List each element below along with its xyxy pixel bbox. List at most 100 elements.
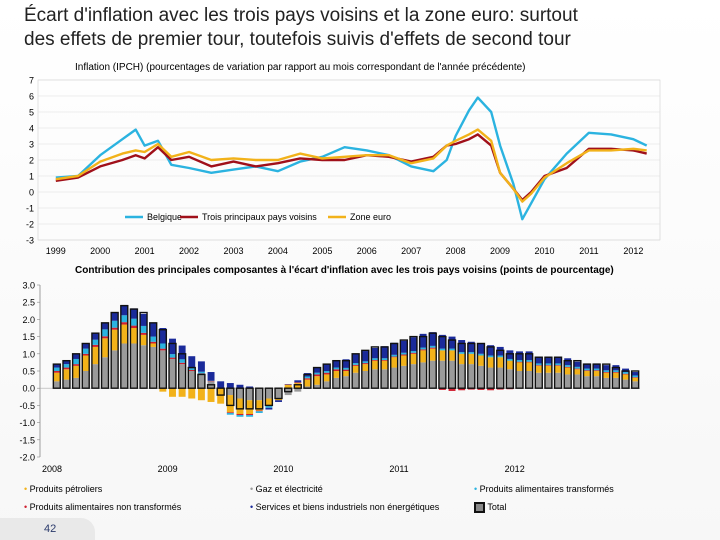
chart2-total-bar <box>409 335 418 389</box>
chart2-ytick-label: 1.0 <box>22 349 35 359</box>
slide-title: Écart d'inflation avec les trois pays vo… <box>24 4 704 52</box>
chart2-bar-segment <box>120 343 128 389</box>
chart2-bar-segment <box>631 381 639 389</box>
chart2-total-bar <box>447 339 457 389</box>
title-line-2: des effets de premier tour, toutefois su… <box>24 29 571 50</box>
chart2-bar-segment <box>544 356 552 364</box>
chart2-bar-segment <box>159 328 167 344</box>
chart2-bar-segment <box>352 354 360 364</box>
chart2-bar-segment <box>390 354 398 357</box>
chart2-bar-segment <box>516 351 523 360</box>
chart2-total-bar <box>283 387 293 393</box>
chart2-bar-segment <box>82 343 90 349</box>
chart2-total-bar <box>120 304 129 389</box>
chart2-bar-segment <box>467 353 475 365</box>
chart2-bar-segment <box>525 351 533 360</box>
chart2-ytick-label: 2.0 <box>22 315 35 325</box>
chart2-bar-segment <box>265 398 273 406</box>
chart2-bar-segment <box>313 367 321 373</box>
chart2-bar-segment <box>255 410 263 412</box>
chart2-bar-segment <box>371 358 379 360</box>
chart2-bar-segment <box>381 360 389 370</box>
chart1-xtick-label: 2006 <box>357 246 377 256</box>
chart2-bar-segment <box>342 369 350 371</box>
chart2-bar-segment <box>255 411 263 413</box>
chart2-bar-segment <box>120 315 128 323</box>
chart2-bar-segment <box>197 371 205 374</box>
chart1-xtick-label: 2004 <box>268 246 288 256</box>
chart2-bar-segment <box>140 313 148 326</box>
chart1-series-line-3 <box>55 128 647 203</box>
chart2-bar-segment <box>573 366 581 369</box>
chart2-bar-segment <box>612 372 620 373</box>
chart2-bar-segment <box>458 352 466 354</box>
chart2-total-bar <box>110 311 119 389</box>
chart2-bar-segment <box>516 371 523 389</box>
chart2-bar-segment <box>622 374 630 380</box>
chart2-total-bar <box>544 356 553 389</box>
chart2-bar-segment <box>236 384 244 389</box>
chart2-bar-segment <box>265 388 273 399</box>
chart2-bar-segment <box>323 381 331 389</box>
chart2-bar-segment <box>554 365 562 373</box>
chart2-total-bar <box>177 353 187 389</box>
chart1-xtick-label: 2000 <box>90 246 110 256</box>
chart2-bar-segment <box>361 364 369 371</box>
chart2-bar-segment <box>352 364 360 366</box>
chart2-bar-segment <box>178 388 186 397</box>
chart2-bar-segment <box>448 336 456 349</box>
chart2-bar-segment <box>323 372 331 375</box>
chart1-xtick-label: 2005 <box>312 246 332 256</box>
chart2-total-bar <box>341 359 351 389</box>
chart2-bar-segment <box>516 362 523 371</box>
chart2-bar-segment <box>554 356 562 364</box>
chart2-bar-segment <box>410 364 417 389</box>
chart2-bar-segment <box>410 352 417 354</box>
chart2-total-bar <box>81 342 90 389</box>
chart2-bar-segment <box>265 407 273 410</box>
chart2-bar-segment <box>352 372 360 389</box>
chart2-bar-segment <box>438 334 446 349</box>
chart2-bar-segment <box>149 346 157 389</box>
chart1-xtick-label: 2007 <box>401 246 421 256</box>
chart1-ytick-label: 3 <box>29 140 34 150</box>
chart2-ytick-label: -1.5 <box>19 435 35 445</box>
chart2-bar-segment <box>323 364 331 371</box>
chart2-bar-segment <box>583 376 591 389</box>
chart2-total-bar <box>390 342 399 389</box>
chart2-bar-segment <box>564 358 572 366</box>
chart2-bar-segment <box>120 322 128 325</box>
chart2-bar-segment <box>381 358 389 360</box>
chart2-total-bar <box>129 308 139 389</box>
chart2-total-bar <box>62 359 71 389</box>
chart2-bar-segment <box>313 376 321 385</box>
chart2-total-bar <box>486 346 495 389</box>
page-number-tab: 42 <box>0 518 95 540</box>
chart2-total-bar <box>582 363 592 389</box>
chart2-bar-segment <box>458 388 466 391</box>
chart2-bar-segment <box>438 350 446 361</box>
chart2-bar-segment <box>342 367 350 370</box>
chart1-legend-label: Belgique <box>147 212 182 222</box>
legend-item-total: Total <box>474 502 506 514</box>
chart2-bar-segment <box>91 339 99 345</box>
chart1-xtick-label: 2011 <box>579 246 598 256</box>
chart2-bar-segment <box>140 332 148 335</box>
chart2-bar-segment <box>275 398 282 401</box>
chart2-bar-segment <box>583 368 591 371</box>
chart2-bar-segment <box>544 372 552 389</box>
chart2-bar-segment <box>573 368 581 370</box>
chart2-total-bar <box>438 335 447 389</box>
chart2-bar-segment <box>323 374 331 382</box>
chart2-total-bar <box>312 366 322 389</box>
chart2-bar-segment <box>342 359 350 368</box>
chart2-bar-segment <box>371 360 379 370</box>
chart2-bar-segment <box>178 362 186 365</box>
chart2-total-bar <box>139 311 148 389</box>
chart2-bar-segment <box>390 342 398 355</box>
chart2-bar-segment <box>564 367 572 375</box>
chart2-bar-segment <box>467 364 475 389</box>
chart2-xtick-label: 2008 <box>42 464 62 474</box>
chart2-bar-segment <box>130 308 138 319</box>
